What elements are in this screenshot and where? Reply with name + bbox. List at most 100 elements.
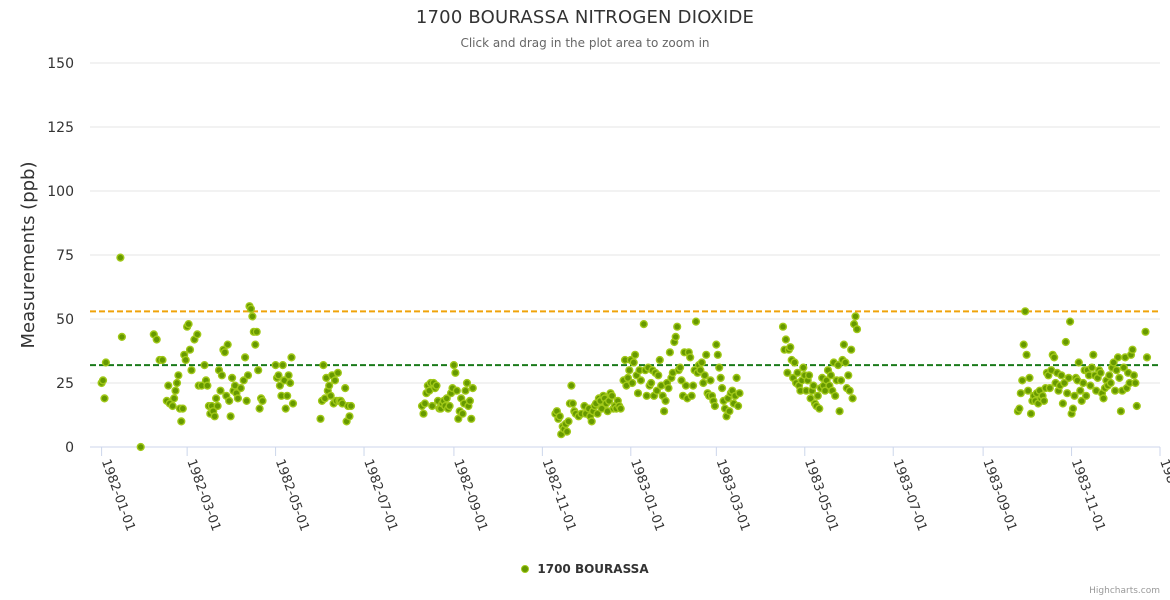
data-point	[713, 350, 722, 359]
data-point	[458, 409, 467, 418]
data-point	[655, 355, 664, 365]
data-point	[248, 312, 257, 321]
data-point	[1079, 378, 1088, 388]
data-point	[1057, 371, 1066, 380]
data-point	[562, 427, 572, 436]
data-point	[845, 386, 854, 395]
x-tick-label-1982-05-01: 1982-05-01	[272, 457, 312, 533]
data-point	[716, 373, 725, 383]
data-point	[212, 394, 221, 403]
data-point	[673, 322, 682, 331]
data-point	[246, 304, 256, 313]
y-tick-label-125: 125	[47, 120, 74, 136]
data-point	[284, 371, 293, 380]
legend-label: 1700 BOURASSA	[537, 562, 649, 576]
data-point	[178, 404, 187, 413]
data-point	[451, 368, 460, 377]
data-point	[116, 253, 125, 262]
data-point	[333, 368, 343, 377]
data-point	[1077, 396, 1086, 406]
data-point	[287, 353, 296, 362]
x-tick-label-1982-07-01: 1982-07-01	[360, 457, 400, 533]
data-point	[844, 371, 853, 380]
data-point	[274, 371, 283, 380]
data-point	[1099, 394, 1108, 403]
data-point	[428, 401, 437, 411]
data-point	[345, 412, 354, 421]
data-point	[806, 394, 815, 403]
data-point	[715, 363, 724, 372]
data-point	[1015, 404, 1024, 413]
data-point	[1115, 373, 1124, 383]
data-point	[1132, 401, 1141, 411]
data-point	[725, 407, 734, 416]
data-point	[1119, 363, 1128, 372]
data-point	[275, 381, 285, 390]
data-point	[835, 407, 844, 416]
data-point	[691, 317, 701, 326]
data-point	[271, 361, 280, 370]
data-point	[852, 325, 862, 334]
data-point	[233, 394, 243, 403]
data-point	[228, 373, 237, 383]
data-point	[646, 378, 656, 388]
data-point	[419, 409, 428, 418]
x-tick-label-1982-09-01: 1982-09-01	[450, 457, 490, 533]
data-point	[185, 345, 195, 354]
legend-item-1700-bourassa[interactable]: 1700 BOURASSA	[521, 562, 649, 576]
data-point	[793, 368, 802, 377]
data-point	[278, 361, 287, 370]
data-point	[1141, 327, 1150, 336]
data-point	[181, 355, 190, 365]
data-point	[1018, 376, 1027, 385]
y-axis-label: Measurements (ppb)	[18, 162, 39, 349]
data-point	[100, 394, 109, 403]
y-tick-label-0: 0	[65, 440, 74, 456]
data-point	[639, 320, 648, 329]
data-point	[346, 401, 356, 411]
data-point	[697, 358, 706, 367]
data-point	[687, 391, 696, 400]
data-point	[781, 335, 791, 344]
data-point	[804, 371, 814, 380]
data-point	[702, 350, 711, 359]
data-point	[283, 391, 292, 400]
data-point	[642, 391, 651, 400]
data-point	[659, 407, 669, 416]
y-tick-label-25: 25	[56, 376, 74, 392]
data-point	[193, 330, 202, 339]
data-point	[316, 414, 325, 423]
data-point	[420, 399, 430, 408]
data-point	[223, 340, 232, 349]
data-point	[630, 350, 640, 359]
data-point	[839, 340, 849, 349]
data-point	[1116, 407, 1126, 416]
data-point	[732, 373, 741, 383]
data-point	[252, 327, 261, 336]
data-point	[1021, 307, 1030, 316]
credits-link[interactable]: Highcharts.com	[1089, 586, 1160, 596]
data-point	[735, 389, 744, 398]
data-point	[1063, 389, 1072, 398]
legend-marker-icon	[521, 565, 530, 573]
data-point	[1109, 358, 1118, 367]
reference-lines	[90, 310, 1160, 367]
data-point	[1081, 391, 1091, 400]
legend: 1700 BOURASSA	[0, 562, 1170, 576]
data-point	[236, 384, 245, 393]
data-point	[1039, 396, 1049, 406]
data-point	[445, 401, 454, 411]
data-point	[254, 366, 263, 375]
data-point	[216, 386, 225, 395]
data-point	[239, 376, 248, 385]
data-point	[686, 353, 695, 362]
data-point	[688, 381, 698, 390]
data-point	[833, 361, 843, 370]
data-point	[607, 391, 617, 400]
data-point	[243, 371, 253, 380]
data-point	[1058, 399, 1068, 408]
data-point	[587, 417, 596, 426]
x-tick-label-1982-01-01: 1982-01-01	[98, 457, 138, 533]
